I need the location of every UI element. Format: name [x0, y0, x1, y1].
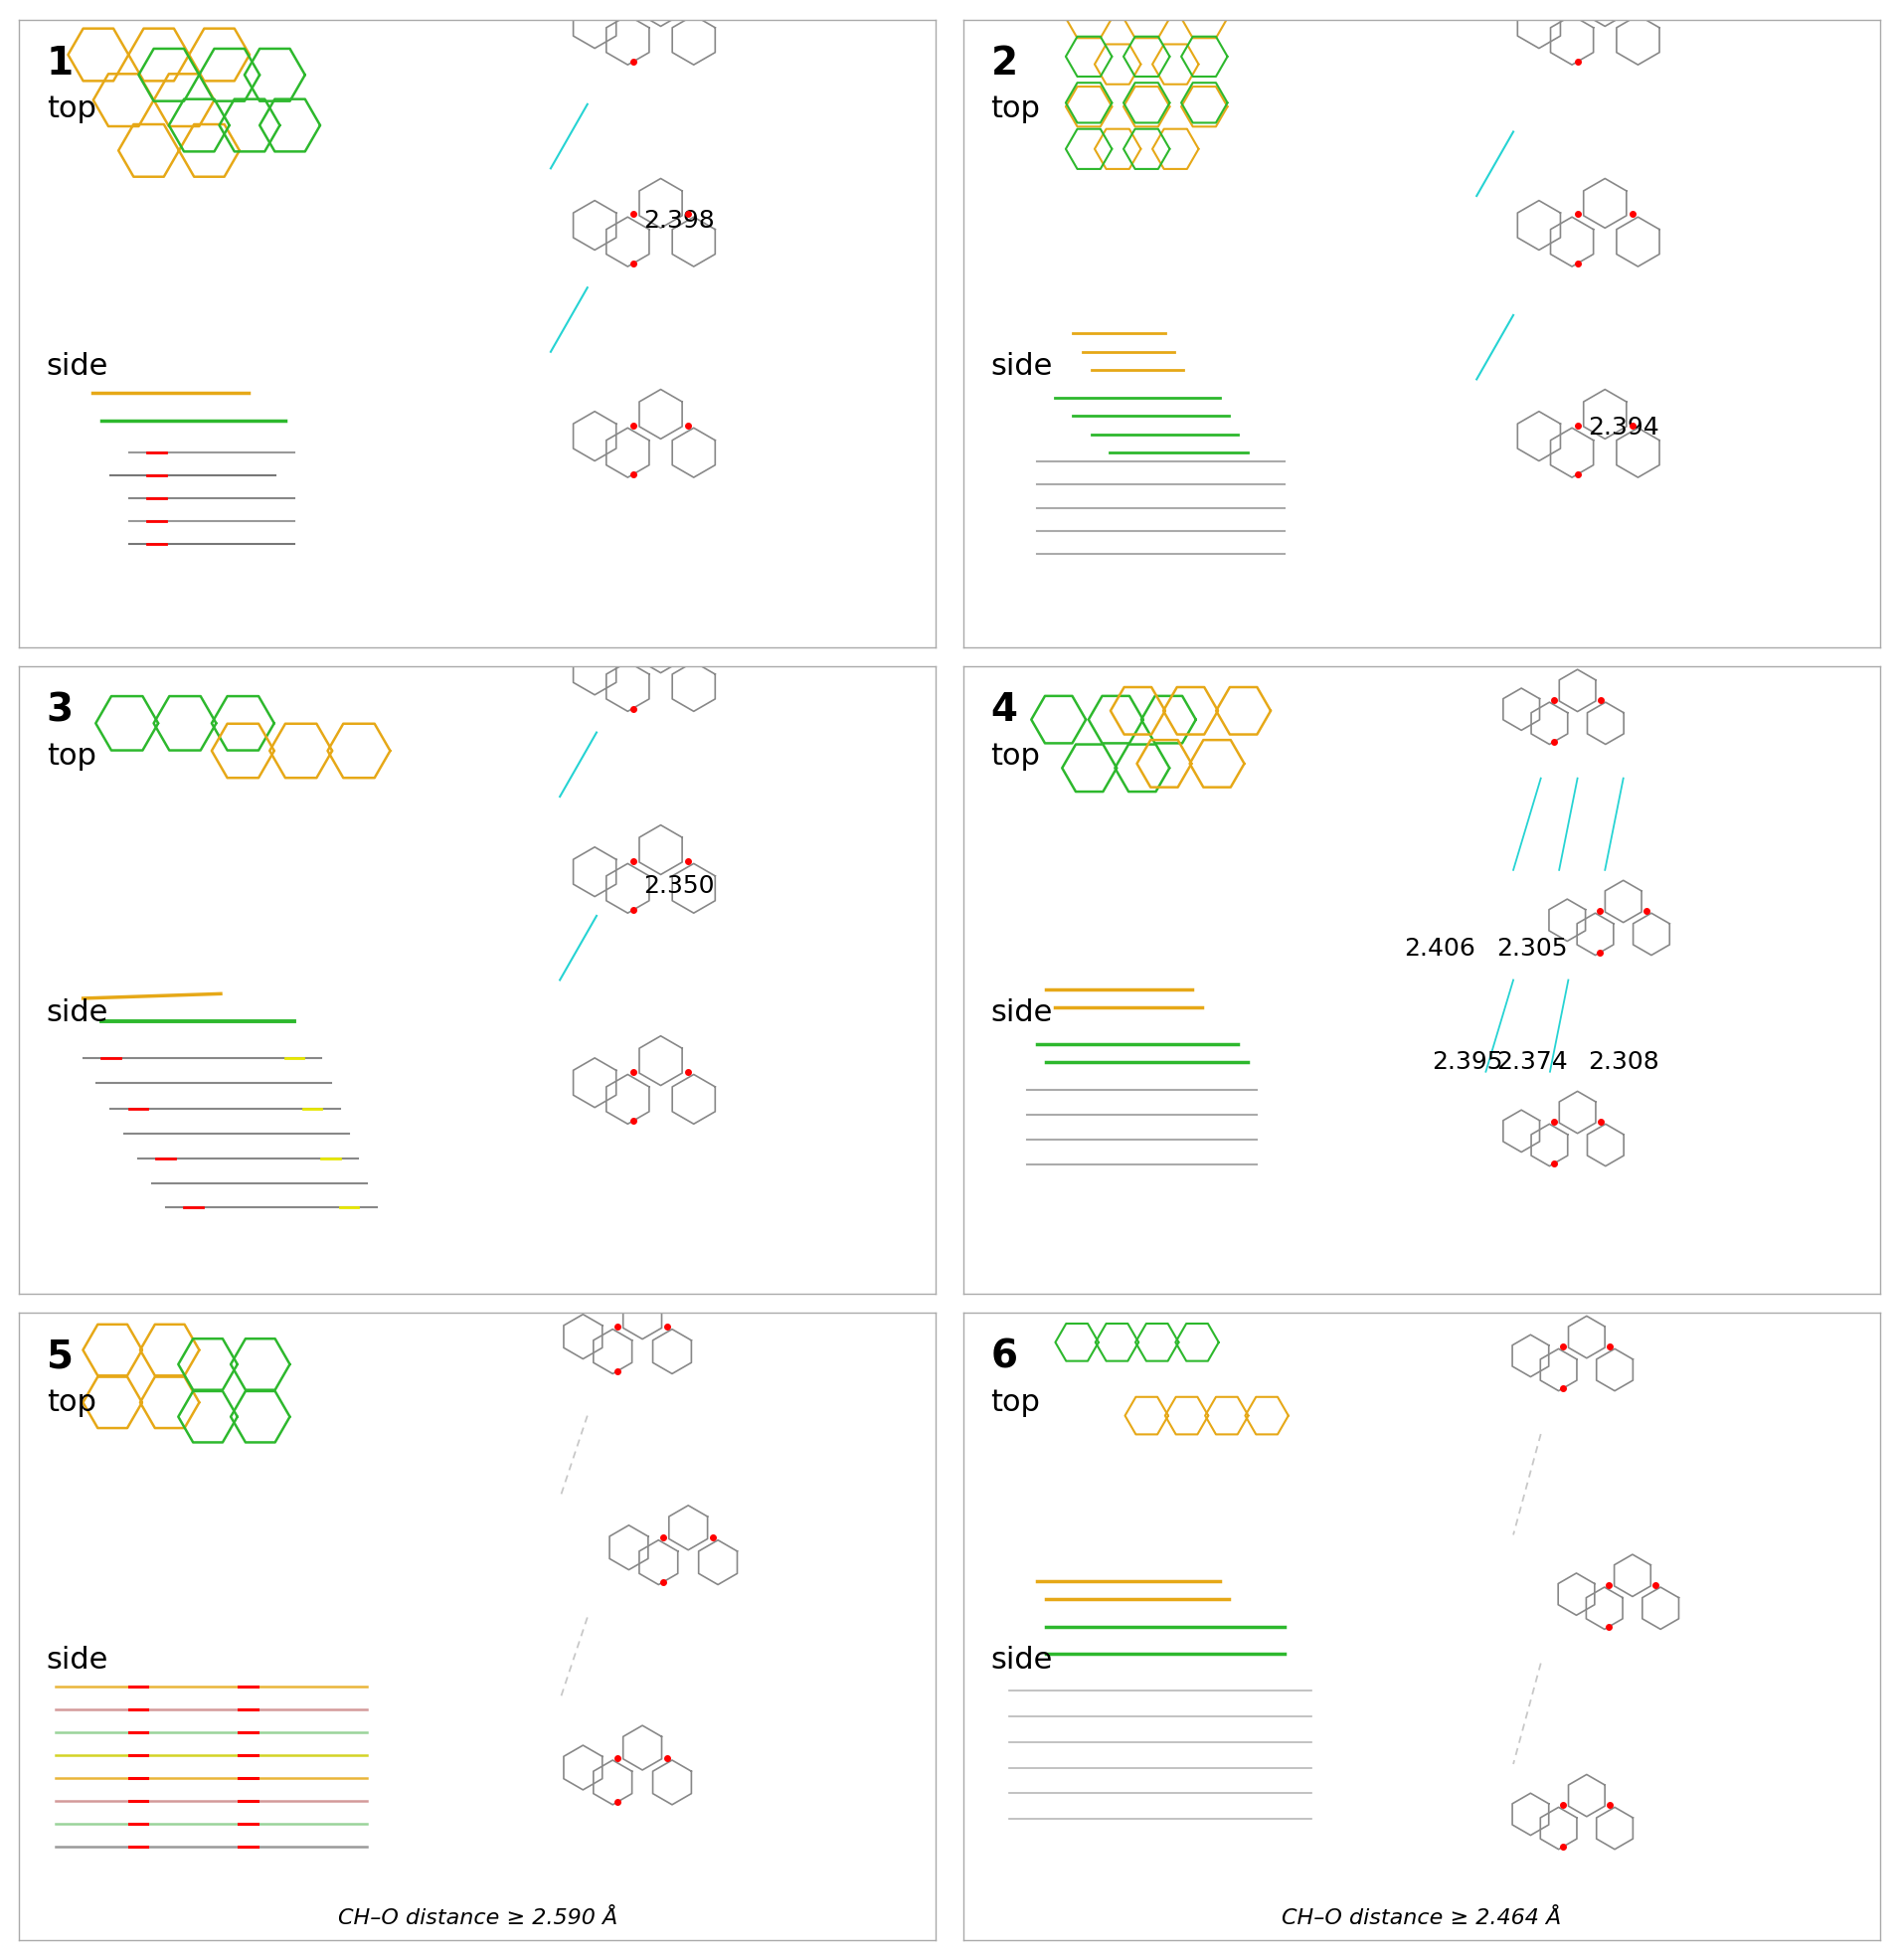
Text: 2.394: 2.394 [1588, 416, 1660, 439]
Text: 3: 3 [46, 692, 74, 729]
Text: 4: 4 [991, 692, 1018, 729]
Text: CH–O distance ≥ 2.464 Å: CH–O distance ≥ 2.464 Å [1282, 1907, 1561, 1929]
Text: side: side [46, 1000, 108, 1027]
Text: 2.406: 2.406 [1403, 937, 1476, 960]
Text: top: top [991, 94, 1041, 123]
Text: 5: 5 [46, 1339, 74, 1376]
Text: top: top [991, 741, 1041, 770]
Text: 2: 2 [991, 45, 1018, 82]
Text: 2.305: 2.305 [1496, 937, 1567, 960]
Text: top: top [991, 1388, 1041, 1417]
Text: 2.395: 2.395 [1432, 1051, 1502, 1074]
Text: side: side [991, 353, 1052, 380]
Text: 2.350: 2.350 [644, 874, 714, 898]
Text: side: side [991, 1000, 1052, 1027]
Text: side: side [46, 1644, 108, 1674]
Text: 2.374: 2.374 [1496, 1051, 1567, 1074]
Text: CH–O distance ≥ 2.590 Å: CH–O distance ≥ 2.590 Å [338, 1907, 617, 1929]
Text: top: top [46, 741, 97, 770]
Text: top: top [46, 1388, 97, 1417]
Text: side: side [991, 1644, 1052, 1674]
Text: 1: 1 [46, 45, 74, 82]
Text: 2.398: 2.398 [644, 208, 714, 233]
Text: side: side [46, 353, 108, 380]
Text: 6: 6 [991, 1339, 1018, 1376]
Text: top: top [46, 94, 97, 123]
Text: 2.308: 2.308 [1588, 1051, 1660, 1074]
